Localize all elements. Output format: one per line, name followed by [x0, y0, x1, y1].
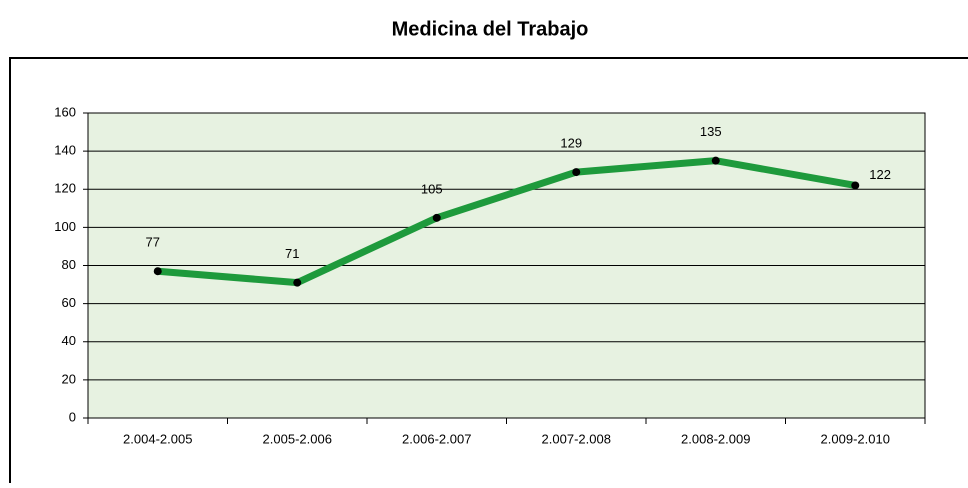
y-tick-label: 60: [62, 295, 76, 310]
data-line: [157, 157, 856, 287]
data-label: 135: [700, 124, 722, 139]
y-tick-label: 160: [54, 104, 76, 119]
x-tick-label: 2.009-2.010: [821, 431, 890, 446]
y-tick-label: 20: [62, 371, 76, 386]
data-label: 129: [560, 136, 582, 151]
data-point: [711, 156, 720, 165]
data-point: [153, 267, 162, 276]
data-label: 105: [421, 181, 443, 196]
data-point: [293, 278, 302, 287]
data-label: 122: [869, 167, 891, 182]
x-tick-label: 2.008-2.009: [681, 431, 750, 446]
x-tick-label: 2.007-2.008: [542, 431, 611, 446]
y-tick-label: 140: [54, 143, 76, 158]
y-tick-label: 100: [54, 219, 76, 234]
data-label: 71: [285, 246, 299, 261]
data-label: 77: [146, 235, 160, 250]
chart-title: Medicina del Trabajo: [392, 18, 589, 40]
y-tick-label: 40: [62, 333, 76, 348]
y-tick-label: 80: [62, 257, 76, 272]
data-point: [851, 181, 860, 190]
x-tick-label: 2.006-2.007: [402, 431, 471, 446]
x-tick-label: 2.005-2.006: [263, 431, 332, 446]
data-point: [432, 213, 441, 222]
y-tick-label: 120: [54, 181, 76, 196]
x-tick-label: 2.004-2.005: [123, 431, 192, 446]
data-point: [572, 168, 581, 177]
y-tick-label: 0: [69, 409, 76, 424]
outer-frame: [9, 57, 968, 483]
